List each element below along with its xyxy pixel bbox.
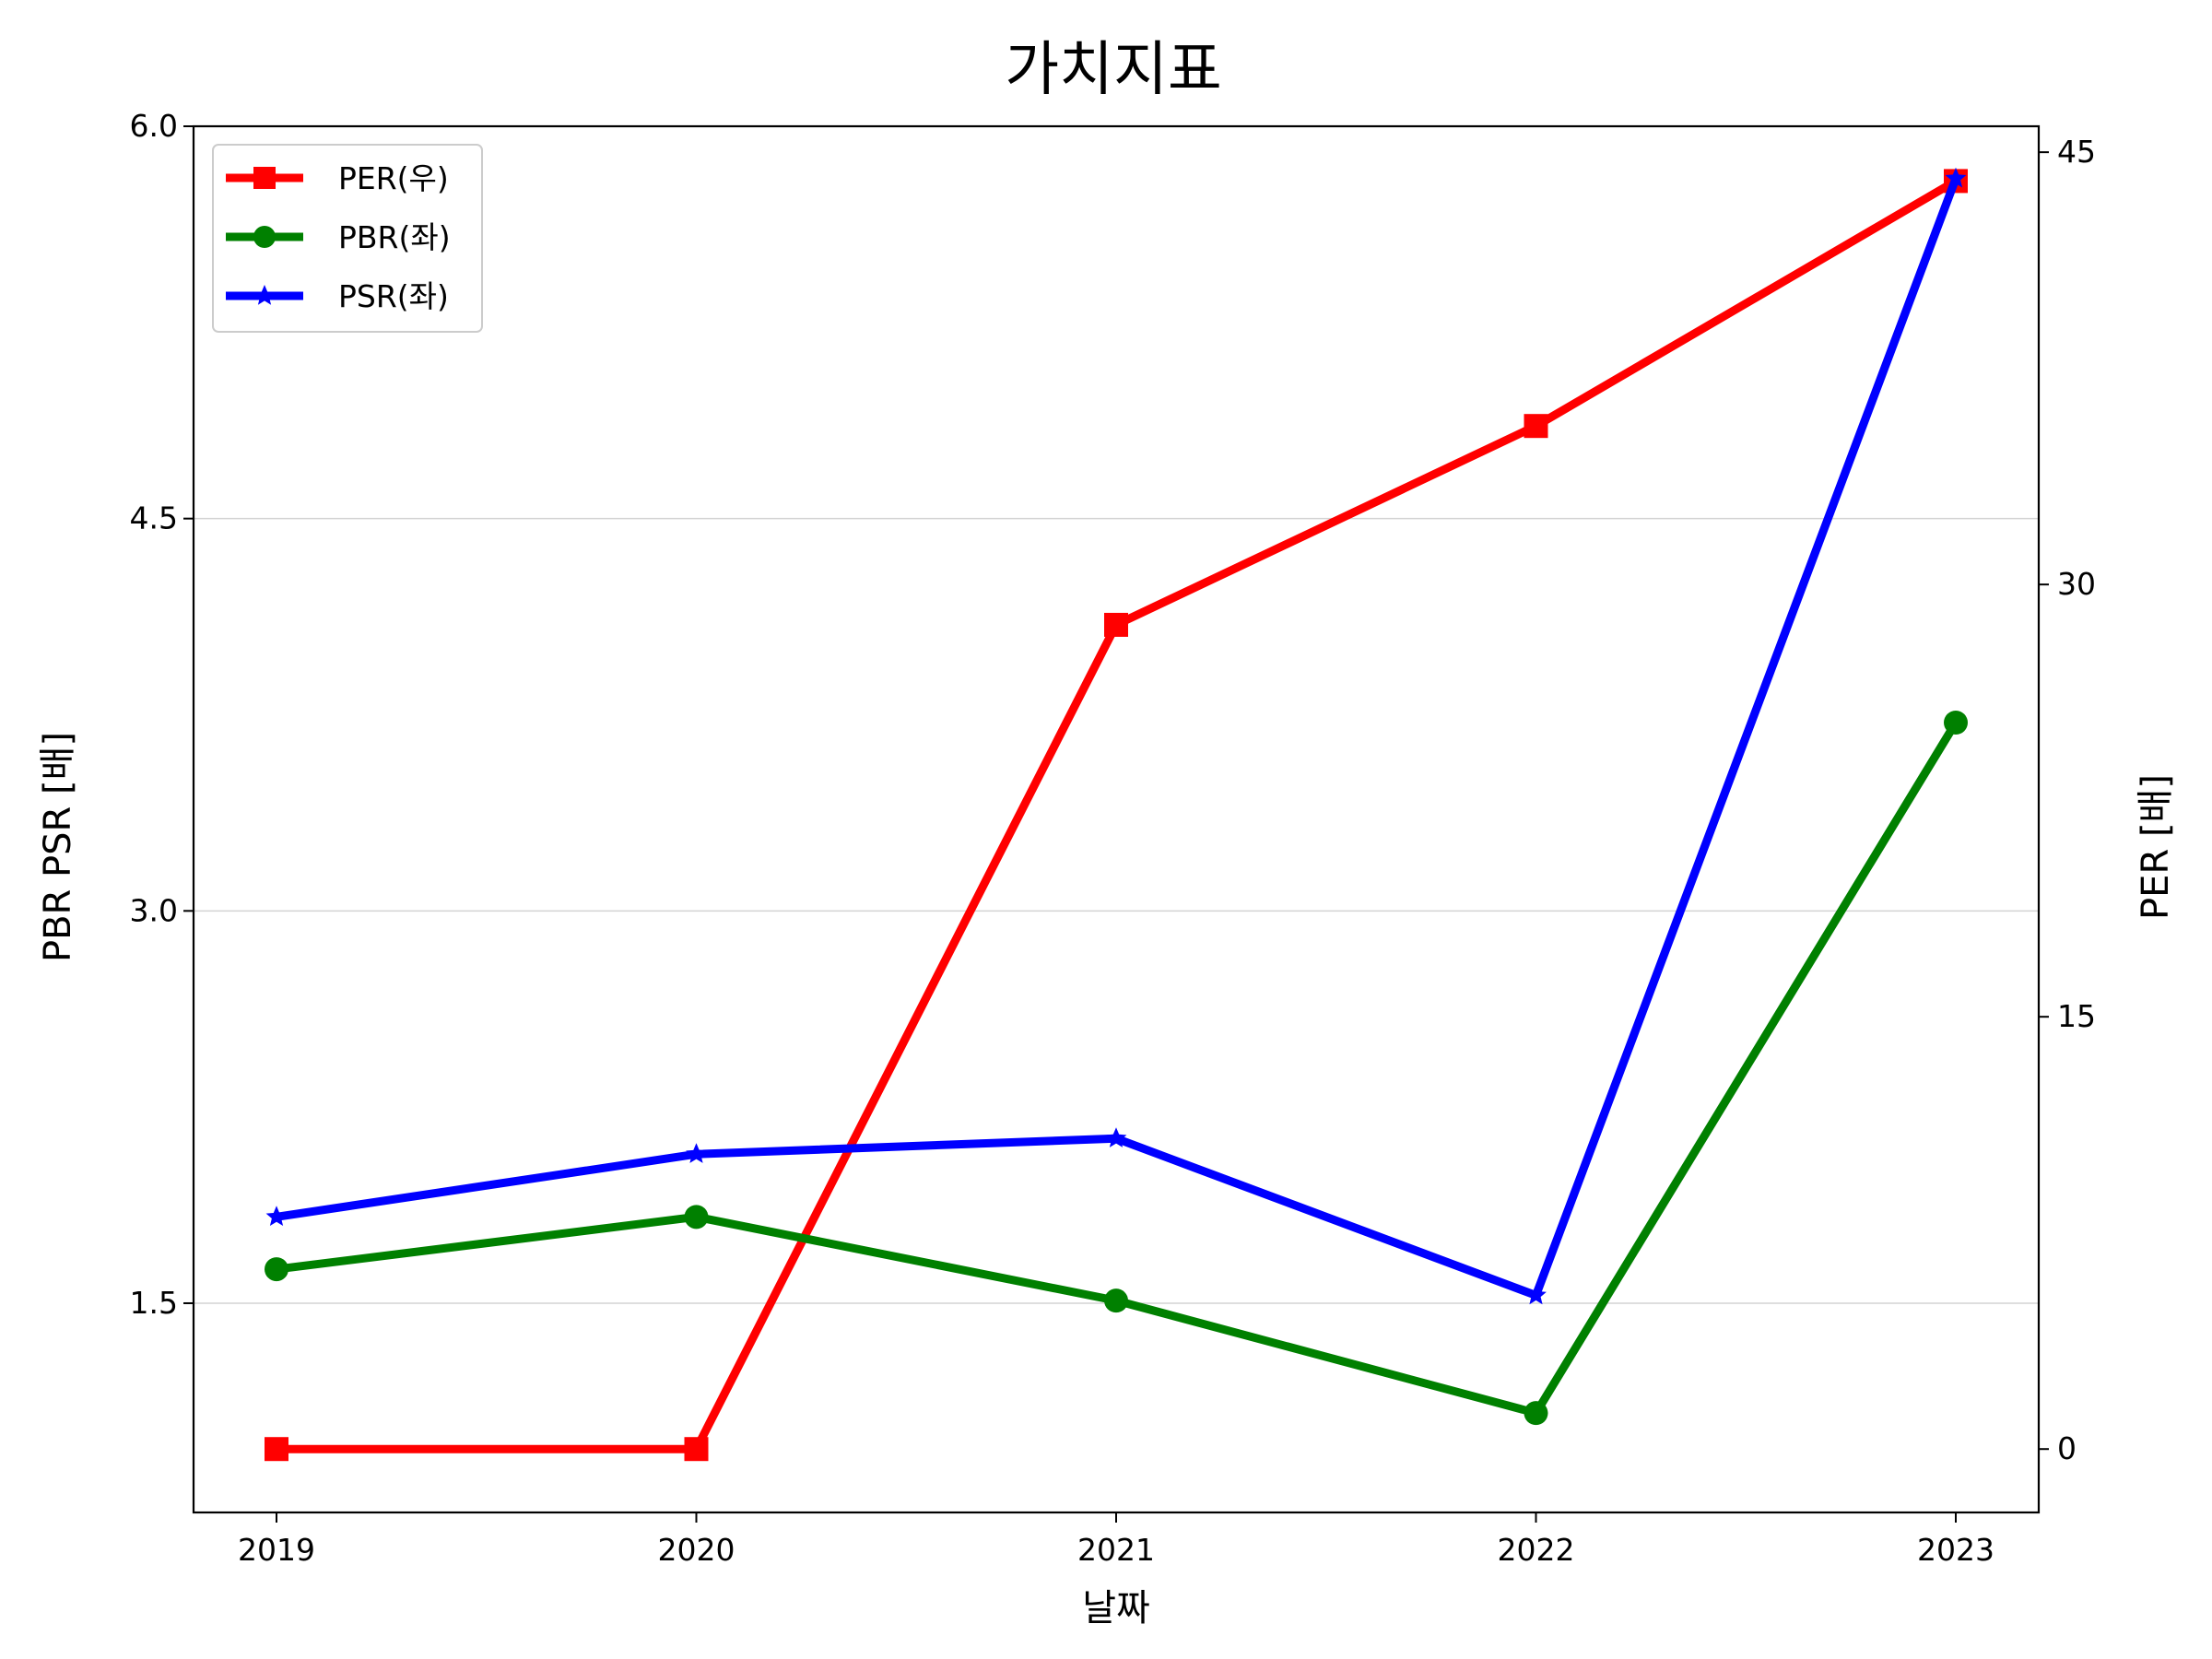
- y-left-axis-label: PBR PSR [배]: [37, 732, 79, 962]
- y-left-tick-label: 6.0: [130, 108, 178, 144]
- data-point: [1104, 1288, 1128, 1313]
- data-point: [265, 1206, 288, 1226]
- y-left-tick-label: 4.5: [130, 500, 178, 536]
- x-tick-label: 2022: [1498, 1532, 1575, 1568]
- data-point: [684, 1205, 709, 1230]
- legend-box: [212, 144, 483, 333]
- x-tick-label: 2019: [238, 1532, 315, 1568]
- legend: PER(우) PBR(좌) PSR(좌): [212, 144, 483, 333]
- x-axis-label: 날짜: [1082, 1587, 1150, 1630]
- x-tick-label: 2021: [1077, 1532, 1155, 1568]
- data-point: [1944, 711, 1968, 735]
- data-point: [686, 1143, 707, 1163]
- y-right-tick-label: 30: [2057, 566, 2096, 602]
- legend-label: PSR(좌): [338, 278, 449, 314]
- chart-title: 가치지표: [1005, 36, 1222, 104]
- series-layer: [265, 167, 1968, 1462]
- data-point: [1945, 167, 1967, 188]
- legend-label: PBR(좌): [338, 219, 451, 255]
- data-point: [684, 1437, 709, 1462]
- y-left-tick-label: 3.0: [130, 892, 178, 928]
- legend-marker: [253, 226, 276, 248]
- data-point: [1104, 612, 1128, 637]
- data-point: [1525, 1284, 1547, 1305]
- series-PER(우): [265, 169, 1968, 1462]
- legend-label: PER(우): [338, 160, 449, 196]
- data-point: [265, 1437, 288, 1462]
- legend-marker: [253, 167, 276, 189]
- data-point: [265, 1257, 288, 1282]
- legend-marker: [253, 285, 276, 305]
- y-right-tick-label: 45: [2057, 134, 2096, 170]
- series-PSR(좌): [265, 167, 1967, 1305]
- ticks-layer: 1.5 3.0 4.5 6.0 0 15 30 45 2019 2020 2021 2022 2023: [130, 108, 2096, 1568]
- y-right-axis-label: PER [배]: [2135, 774, 2177, 920]
- y-left-tick-label: 1.5: [130, 1285, 178, 1321]
- x-tick-label: 2023: [1917, 1532, 1994, 1568]
- data-point: [1105, 1127, 1127, 1147]
- x-tick-label: 2020: [658, 1532, 735, 1568]
- series-PBR(좌): [265, 711, 1968, 1426]
- y-right-tick-label: 15: [2057, 998, 2096, 1034]
- data-point: [1524, 414, 1548, 439]
- y-right-tick-label: 0: [2057, 1430, 2077, 1466]
- data-point: [1524, 1401, 1548, 1426]
